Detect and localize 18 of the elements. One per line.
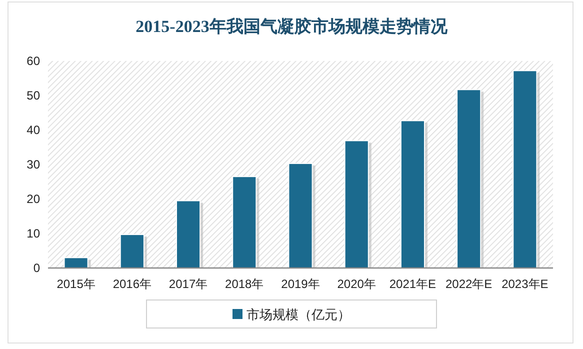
x-tick-label: 2023年E xyxy=(502,277,548,291)
y-tick-label: 60 xyxy=(26,54,40,68)
legend-label: 市场规模（亿元） xyxy=(246,307,350,322)
y-tick-label: 50 xyxy=(26,88,40,102)
y-tick-label: 10 xyxy=(26,226,40,240)
x-tick-label: 2021年E xyxy=(389,277,436,291)
y-tick-label: 20 xyxy=(26,192,40,206)
x-tick-label: 2018年 xyxy=(225,277,264,291)
y-tick-label: 30 xyxy=(26,158,40,172)
x-tick-label: 2019年 xyxy=(281,277,320,291)
x-tick-label: 2016年 xyxy=(112,277,152,291)
x-tick-label: 2015年 xyxy=(56,277,96,291)
x-tick-label: 2020年 xyxy=(337,277,376,291)
x-tick-label: 2017年 xyxy=(168,277,208,291)
y-tick-label: 0 xyxy=(33,261,40,275)
y-tick-label: 40 xyxy=(26,123,40,137)
x-tick-label: 2022年E xyxy=(445,277,492,291)
chart-title: 2015-2023年我国气凝胶市场规模走势情况 xyxy=(136,17,448,36)
